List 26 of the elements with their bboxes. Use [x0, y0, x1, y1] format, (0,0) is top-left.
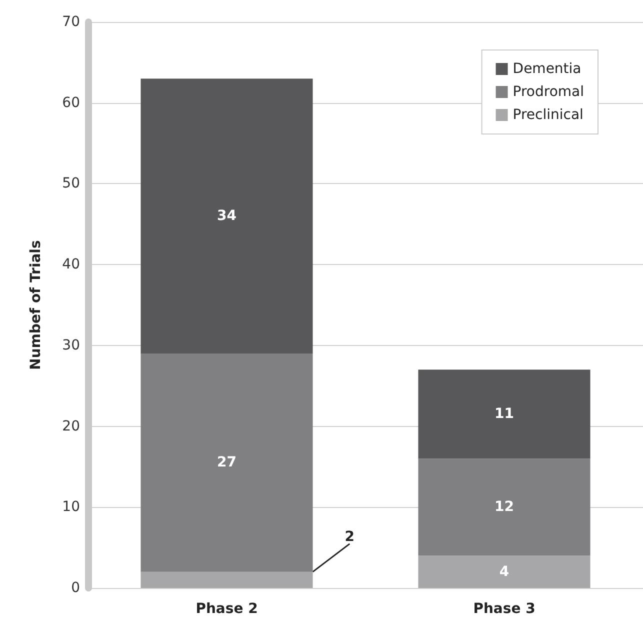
y-tick-label: 20 [62, 418, 80, 434]
y-tick-label: 10 [62, 499, 80, 516]
bar [140, 354, 313, 572]
x-tick-label: Phase 2 [196, 601, 258, 617]
bar [418, 556, 590, 588]
y-tick-label: 0 [71, 580, 80, 596]
data-label: 11 [494, 406, 514, 422]
data-label: 27 [217, 454, 236, 471]
y-tick-label: 40 [62, 256, 80, 273]
data-label: 2 [344, 528, 355, 545]
legend-label: Prodromal [512, 84, 584, 100]
y-tick-label: 50 [62, 176, 80, 192]
bar [140, 572, 313, 588]
y-tick-label: 60 [62, 94, 80, 111]
data-label: 34 [217, 208, 237, 224]
bar [418, 370, 590, 459]
bar [140, 78, 313, 354]
data-label: 12 [494, 499, 514, 516]
y-tick-label: 30 [62, 337, 80, 354]
y-axis-title: Numbef of Trials [28, 240, 44, 370]
legend-label: Dementia [512, 61, 582, 77]
bar [418, 458, 590, 556]
data-label: 4 [499, 564, 510, 580]
y-tick-label: 70 [62, 14, 80, 30]
legend-label: Preclinical [512, 107, 584, 123]
x-tick-label: Phase 3 [473, 601, 536, 617]
